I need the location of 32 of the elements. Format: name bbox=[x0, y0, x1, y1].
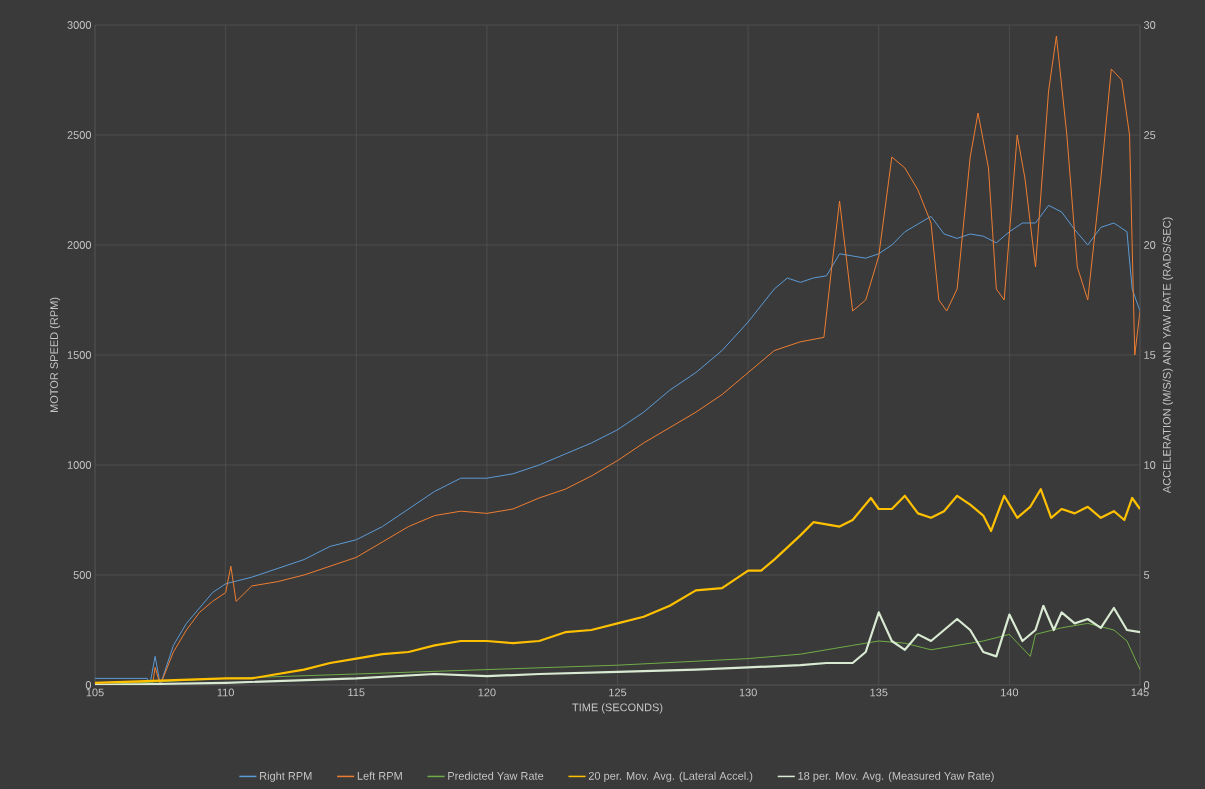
legend-label: 20 per. Mov. Avg. (Lateral Accel.) bbox=[588, 771, 753, 782]
y-tick-label: 0 bbox=[85, 681, 92, 689]
y2-axis-title: ACCELERATION (M/S/S) AND YAW RATE (RADS/SEC) bbox=[1162, 217, 1173, 494]
y-tick-label: 2000 bbox=[67, 241, 92, 249]
legend-label: Left RPM bbox=[357, 771, 402, 780]
y-axis-title: MOTOR SPEED (RPM) bbox=[49, 297, 61, 413]
y2-tick-label: 15 bbox=[1144, 351, 1156, 359]
y2-tick-label: 10 bbox=[1144, 461, 1156, 469]
x-tick-label: 135 bbox=[870, 688, 888, 697]
y2-tick-label: 5 bbox=[1143, 571, 1150, 579]
legend-label: Right RPM bbox=[260, 771, 312, 782]
x-tick-label: 120 bbox=[478, 688, 496, 697]
y-tick-label: 2500 bbox=[67, 131, 92, 139]
x-tick-label: 125 bbox=[609, 688, 627, 697]
legend-label: Predicted Yaw Rate bbox=[448, 771, 544, 780]
x-tick-label: 105 bbox=[86, 688, 104, 697]
y-tick-label: 3000 bbox=[67, 21, 92, 29]
x-tick-label: 115 bbox=[348, 688, 365, 697]
y2-tick-label: 20 bbox=[1144, 241, 1156, 249]
legend-label: 18 per. Mov. Avg. (Measured Yaw Rate) bbox=[798, 771, 994, 782]
x-tick-label: 130 bbox=[739, 688, 757, 697]
x-tick-label: 110 bbox=[217, 688, 234, 697]
y-tick-label: 500 bbox=[73, 571, 92, 579]
line-series bbox=[95, 604, 1141, 685]
y-tick-label: 1000 bbox=[67, 461, 92, 469]
y2-tick-label: 0 bbox=[1143, 681, 1150, 689]
x-tick-label: 140 bbox=[1001, 688, 1019, 697]
y2-tick-label: 25 bbox=[1144, 131, 1156, 139]
x-axis-title: TIME (SECONDS) bbox=[572, 703, 663, 714]
y2-tick-label: 30 bbox=[1143, 21, 1156, 29]
y-tick-label: 1500 bbox=[67, 351, 92, 359]
x-tick-label: 145 bbox=[1131, 688, 1149, 697]
